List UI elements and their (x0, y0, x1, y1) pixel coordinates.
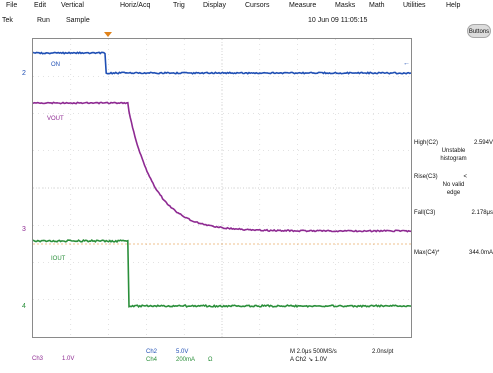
resolution-readout: 2.0ns/pt (372, 349, 393, 356)
iout-label: IOUT (51, 256, 65, 263)
ch2-ground-marker[interactable]: 2 (22, 70, 26, 78)
trigger-readout[interactable]: A Ch2 ↘ 1.0V (290, 357, 327, 364)
meas-high-note2: histogram (414, 156, 493, 163)
ch3-scale[interactable]: 1.0V (62, 356, 74, 363)
ch4-name[interactable]: Ch4 (146, 357, 157, 364)
ch3-ground-marker[interactable]: 3 (22, 226, 26, 234)
measurement-max-c4[interactable]: Max(C4)* 344.0mA (414, 250, 493, 260)
meas-max-value: 344.0mA (469, 250, 493, 257)
ch4-unit: Ω (208, 357, 213, 364)
ch2-name[interactable]: Ch2 (146, 349, 157, 356)
meas-fall-name: Fall(C3) (414, 210, 435, 217)
menu-file[interactable]: File (6, 2, 17, 10)
menu-vertical[interactable]: Vertical (61, 2, 84, 10)
graticule-grid (33, 39, 411, 337)
menu-horiz-acq[interactable]: Horiz/Acq (120, 2, 150, 10)
run-status[interactable]: Run (37, 17, 50, 25)
meas-rise-value: < (463, 174, 467, 181)
menu-measure[interactable]: Measure (289, 2, 316, 10)
ch4-scale[interactable]: 200mA (176, 357, 195, 364)
on-label: ON (51, 62, 60, 69)
menu-math[interactable]: Math (369, 2, 385, 10)
measurement-rise-c3[interactable]: Rise(C3) < No valid edge (414, 174, 493, 204)
acquisition-mode[interactable]: Sample (66, 17, 90, 25)
status-line: Tek Run Sample 10 Jun 09 11:05:15 (0, 14, 493, 27)
buttons-button[interactable]: Buttons (467, 24, 491, 38)
menu-utilities[interactable]: Utilities (403, 2, 426, 10)
menu-bar: File Edit Vertical Horiz/Acq Trig Displa… (0, 0, 493, 14)
meas-high-name: High(C2) (414, 140, 438, 147)
ch4-ground-marker[interactable]: 4 (22, 303, 26, 311)
ch2-scale[interactable]: 5.0V (176, 349, 188, 356)
meas-high-value: 2.594V (474, 140, 493, 147)
meas-max-name: Max(C4)* (414, 250, 439, 257)
measurement-fall-c3[interactable]: Fall(C3) 2.178μs (414, 210, 493, 220)
ch3-name[interactable]: Ch3 (32, 356, 43, 363)
ch2-right-arrow-icon: ← (403, 60, 410, 68)
meas-rise-note1: No valid (414, 182, 493, 189)
menu-edit[interactable]: Edit (34, 2, 46, 10)
waveform-display[interactable]: ON VOUT IOUT (32, 38, 412, 338)
meas-rise-name: Rise(C3) (414, 174, 438, 181)
measurement-high-c2[interactable]: High(C2) 2.594V Unstable histogram (414, 140, 493, 170)
timebase-readout[interactable]: M 2.0μs 500MS/s (290, 349, 337, 356)
meas-fall-value: 2.178μs (472, 210, 493, 217)
vout-label: VOUT (47, 116, 64, 123)
date-time: 10 Jun 09 11:05:15 (308, 17, 367, 25)
brand-label: Tek (2, 17, 13, 25)
trigger-position-marker[interactable] (104, 32, 112, 37)
menu-cursors[interactable]: Cursors (245, 2, 270, 10)
menu-display[interactable]: Display (203, 2, 226, 10)
meas-high-note1: Unstable (414, 148, 493, 155)
menu-trig[interactable]: Trig (173, 2, 185, 10)
channel-readout: Ch3 1.0V Ch2 5.0V Ch4 200mA Ω M 2.0μs 50… (0, 340, 493, 373)
menu-masks[interactable]: Masks (335, 2, 355, 10)
graticule-svg (33, 39, 411, 337)
ch3-waveform (33, 102, 411, 231)
meas-rise-note2: edge (414, 190, 493, 197)
menu-help[interactable]: Help (446, 2, 460, 10)
